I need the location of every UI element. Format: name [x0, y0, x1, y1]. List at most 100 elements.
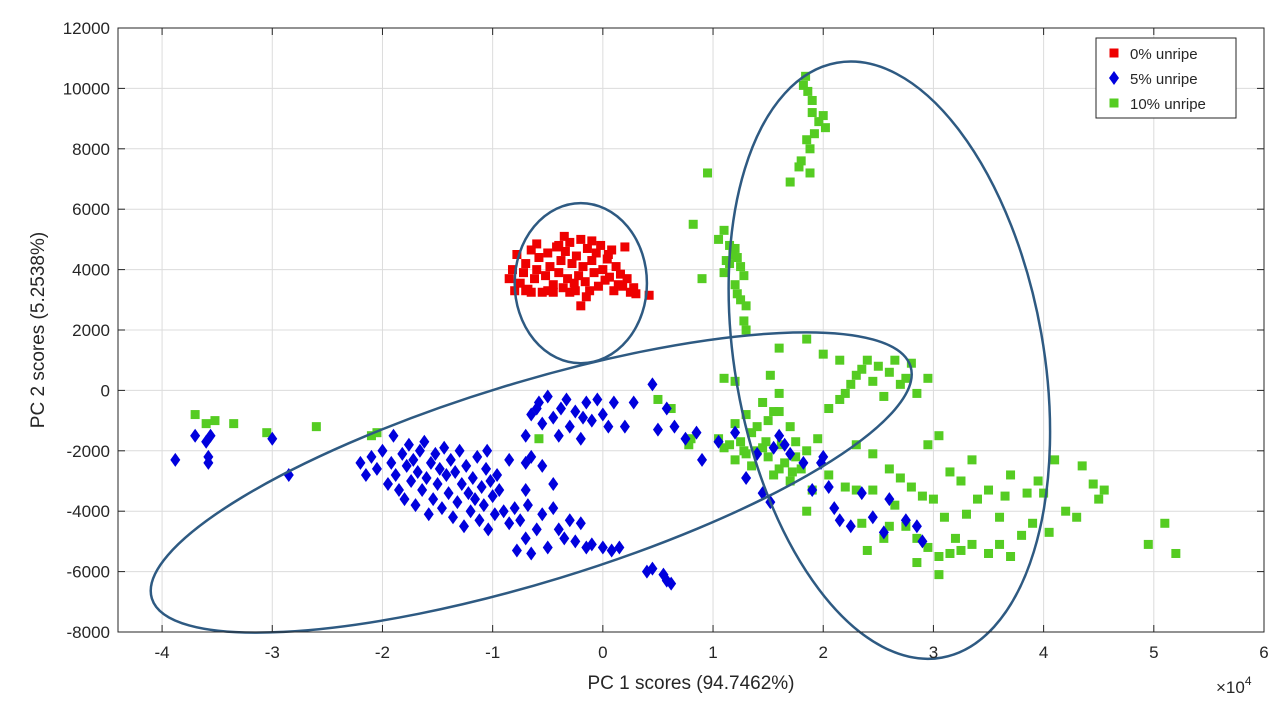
legend-entry: 5% unripe — [1130, 71, 1198, 88]
data-point — [554, 240, 564, 250]
data-point — [522, 498, 533, 513]
data-point — [779, 437, 790, 452]
data-point — [548, 287, 558, 297]
data-point — [596, 240, 606, 250]
data-point — [581, 292, 591, 302]
data-point — [593, 281, 603, 291]
data-point — [747, 461, 757, 471]
data-point — [851, 485, 861, 495]
data-point — [814, 117, 824, 127]
data-point — [408, 452, 419, 467]
data-point — [262, 428, 272, 438]
data-point — [995, 539, 1005, 549]
data-point — [414, 443, 425, 458]
x-tick-label: 5 — [1149, 643, 1158, 662]
data-point — [878, 525, 889, 540]
data-point — [835, 355, 845, 365]
data-point — [794, 162, 804, 172]
data-point — [311, 422, 321, 432]
data-point — [587, 256, 597, 266]
data-point — [511, 543, 522, 558]
data-point — [763, 416, 773, 426]
data-point — [1094, 494, 1104, 504]
legend: 0% unripe 5% unripe 10% unripe — [1095, 37, 1237, 119]
data-point — [559, 531, 570, 546]
data-point — [564, 513, 575, 528]
data-point — [267, 431, 278, 446]
data-point — [984, 548, 994, 558]
data-point — [829, 501, 840, 516]
data-point — [719, 373, 729, 383]
data-point — [769, 470, 779, 480]
data-point — [967, 539, 977, 549]
data-point — [984, 485, 994, 495]
data-point — [543, 248, 553, 258]
data-point — [470, 492, 481, 507]
data-point — [548, 477, 559, 492]
x-axis-multiplier-exponent: 4 — [1245, 674, 1252, 688]
series-1 — [170, 377, 928, 591]
data-point — [1017, 530, 1027, 540]
data-point — [911, 519, 922, 534]
data-point — [807, 95, 817, 105]
data-point — [890, 500, 900, 510]
y-tick-label: -2000 — [67, 442, 110, 461]
data-point — [575, 431, 586, 446]
data-point — [548, 280, 558, 290]
data-point — [205, 428, 216, 443]
data-point — [973, 494, 982, 504]
data-point — [571, 251, 581, 261]
data-point — [747, 428, 757, 438]
data-point — [934, 431, 944, 441]
data-point — [585, 286, 595, 296]
data-point — [774, 428, 785, 443]
data-point — [615, 269, 625, 279]
data-point — [730, 455, 740, 465]
data-point — [736, 262, 746, 272]
data-point — [417, 483, 428, 498]
data-point — [1039, 488, 1049, 498]
data-point — [597, 407, 608, 422]
data-point — [625, 287, 635, 297]
data-point — [465, 504, 476, 519]
data-point — [586, 537, 597, 552]
data-point — [564, 419, 575, 434]
data-point — [1160, 518, 1170, 528]
data-point — [628, 395, 639, 410]
data-point — [802, 446, 812, 456]
data-point — [851, 370, 861, 380]
y-tick-label: 6000 — [72, 200, 110, 219]
data-point — [587, 236, 597, 246]
data-point — [805, 168, 815, 178]
data-point — [406, 474, 417, 488]
data-point — [443, 486, 454, 501]
data-point — [619, 419, 630, 434]
data-point — [454, 443, 465, 458]
data-point — [912, 388, 922, 398]
data-point — [611, 262, 621, 272]
data-point — [447, 510, 458, 525]
data-point — [537, 416, 548, 431]
ellipse-5-unripe — [149, 331, 913, 634]
data-point — [669, 419, 680, 434]
data-point — [570, 286, 580, 296]
data-point — [1000, 491, 1010, 501]
data-point — [900, 513, 911, 528]
legend-marker — [1109, 98, 1119, 108]
data-point — [818, 111, 828, 121]
ellipse-10-unripe — [727, 60, 1052, 661]
legend-box — [1095, 37, 1237, 119]
data-point — [581, 395, 592, 410]
data-point — [856, 486, 867, 501]
data-point — [761, 437, 771, 447]
data-point — [526, 449, 537, 464]
data-point — [813, 434, 823, 444]
data-point — [576, 234, 586, 244]
data-point — [620, 242, 630, 252]
data-point — [857, 364, 867, 374]
ellipse-0-unripe — [513, 201, 649, 365]
data-point — [945, 548, 955, 558]
x-tick-label: -3 — [265, 643, 280, 662]
data-point — [441, 467, 452, 482]
data-point — [432, 477, 443, 492]
